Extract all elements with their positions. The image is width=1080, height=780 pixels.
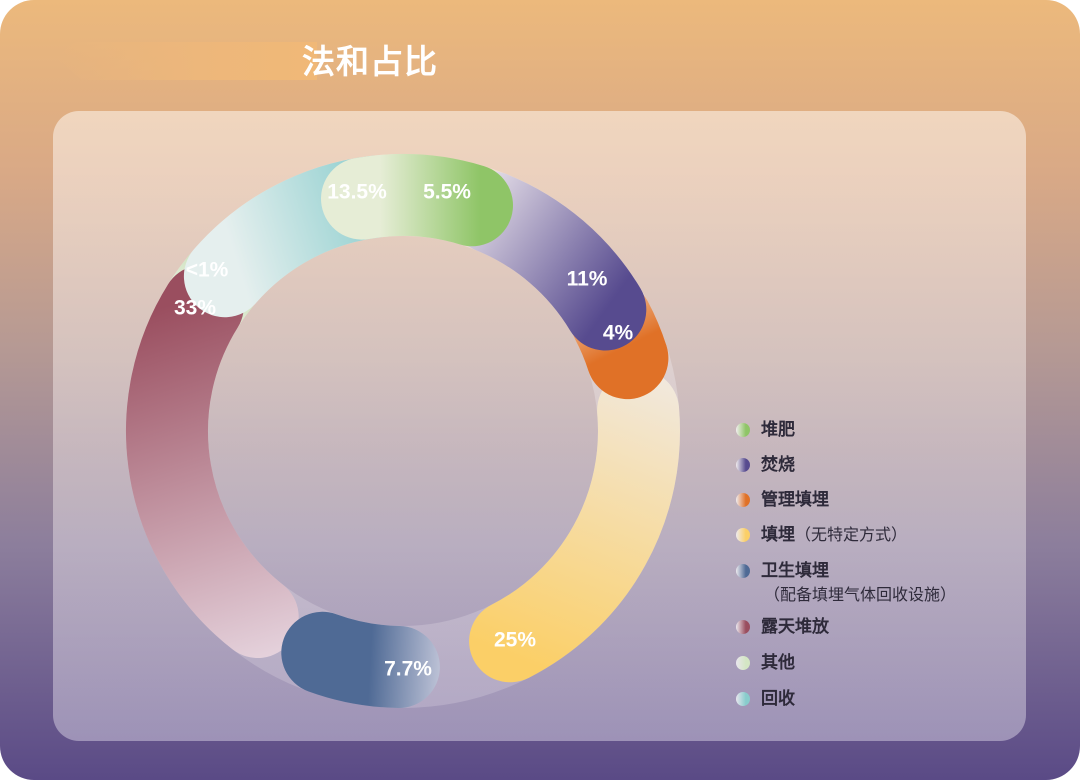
legend-swatch xyxy=(736,528,750,542)
legend-swatch xyxy=(736,423,750,437)
legend-swatch xyxy=(736,458,750,472)
chart-title: 法和占比 xyxy=(302,42,438,81)
legend-name: 露天堆放 xyxy=(761,617,829,637)
legend-name: 填埋 xyxy=(761,525,795,545)
donut-slice-0 xyxy=(321,154,513,247)
legend-label: 回收 xyxy=(761,687,795,711)
donut-slice-1 xyxy=(450,171,647,351)
legend-label: 焚烧 xyxy=(761,453,795,477)
legend-name: 回收 xyxy=(761,689,795,709)
legend-name: 其他 xyxy=(761,653,795,673)
legend-label: 堆肥 xyxy=(761,418,795,442)
legend-name: 卫生填埋 xyxy=(761,561,829,581)
slice-label-7: 13.5% xyxy=(327,181,387,204)
legend-swatch xyxy=(736,493,750,507)
legend-swatch xyxy=(736,620,750,634)
legend-swatch xyxy=(736,656,750,670)
donut-slice-3 xyxy=(469,369,680,683)
legend-label: 卫生填埋 xyxy=(761,559,829,583)
slice-label-6: <1% xyxy=(186,259,229,282)
legend-name: 堆肥 xyxy=(761,420,795,440)
legend-label: 填埋（无特定方式） xyxy=(761,523,907,547)
legend-note: （无特定方式） xyxy=(795,525,908,544)
slice-label-4: 7.7% xyxy=(384,658,432,681)
title-tab xyxy=(55,42,317,80)
slice-label-5: 33% xyxy=(174,297,216,320)
legend-name: 焚烧 xyxy=(761,455,795,475)
legend-label: 露天堆放 xyxy=(761,615,829,639)
donut-slice-5 xyxy=(126,264,299,658)
legend-label: 管理填埋 xyxy=(761,488,829,512)
legend-subtext: （配备填埋气体回收设施） xyxy=(764,585,957,604)
slice-label-2: 4% xyxy=(603,322,634,345)
legend-name: 管理填埋 xyxy=(761,490,829,510)
slice-label-1: 11% xyxy=(567,268,608,291)
slice-label-3: 25% xyxy=(494,629,536,652)
legend-swatch xyxy=(736,564,750,578)
legend-label: 其他 xyxy=(761,651,795,675)
slice-label-0: 5.5% xyxy=(423,181,471,204)
donut-slice-4 xyxy=(281,611,440,708)
legend-swatch xyxy=(736,692,750,706)
